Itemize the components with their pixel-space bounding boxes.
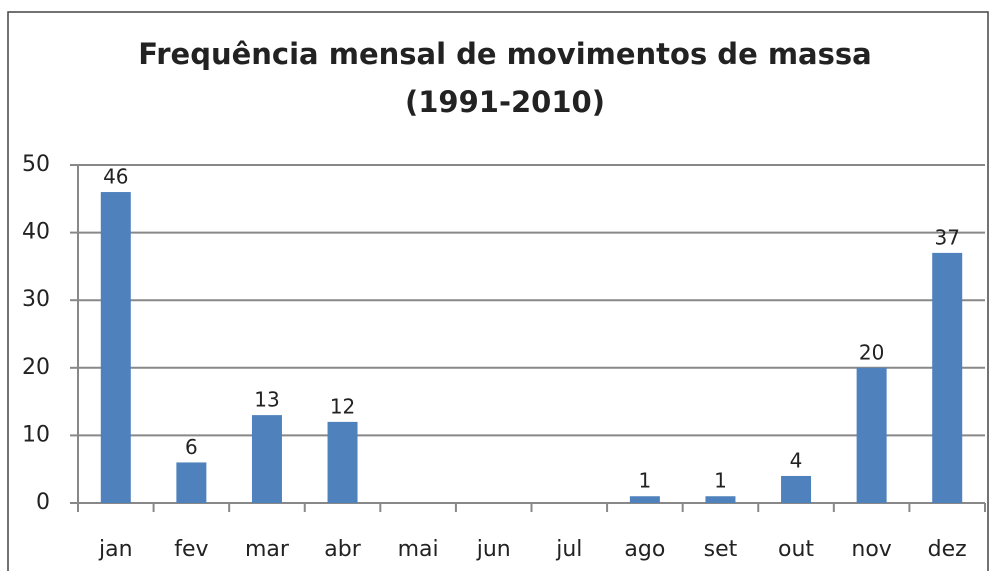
bar xyxy=(705,496,736,503)
data-label: 1 xyxy=(639,469,652,493)
chart-frame xyxy=(7,11,989,571)
data-label: 37 xyxy=(934,225,959,249)
chart-title: Frequência mensal de movimentos de massa xyxy=(138,37,871,71)
y-tick-label: 0 xyxy=(36,490,50,515)
data-label: 12 xyxy=(330,394,355,418)
data-label: 6 xyxy=(185,435,198,459)
bar xyxy=(856,367,887,503)
bar xyxy=(176,462,207,503)
x-tick-label: nov xyxy=(851,537,891,562)
x-tick-label: dez xyxy=(928,537,967,562)
data-label: 1 xyxy=(714,469,727,493)
x-tick-label: set xyxy=(704,537,738,562)
x-tick-label: mar xyxy=(245,537,290,562)
y-tick-label: 10 xyxy=(22,422,50,447)
x-tick-label: fev xyxy=(174,537,208,562)
x-tick-label: jun xyxy=(476,537,511,562)
bar xyxy=(932,252,963,503)
x-tick-label: out xyxy=(778,537,814,562)
bar xyxy=(781,475,812,503)
x-tick-label: mai xyxy=(398,537,439,562)
data-label: 20 xyxy=(859,340,884,364)
y-tick-label: 30 xyxy=(22,287,50,312)
bar xyxy=(251,415,282,503)
data-label: 46 xyxy=(103,165,128,189)
bar xyxy=(327,421,358,503)
y-tick-label: 50 xyxy=(22,152,50,177)
y-tick-label: 40 xyxy=(22,220,50,245)
y-tick-label: 20 xyxy=(22,355,50,380)
x-tick-label: jan xyxy=(98,537,133,562)
x-tick-label: abr xyxy=(324,537,361,562)
x-tick-label: ago xyxy=(624,537,665,562)
data-label: 13 xyxy=(254,388,279,412)
bar xyxy=(100,192,131,504)
chart-subtitle: (1991-2010) xyxy=(405,85,605,119)
bar xyxy=(629,496,660,503)
data-label: 4 xyxy=(790,448,803,472)
x-tick-label: jul xyxy=(555,537,582,562)
